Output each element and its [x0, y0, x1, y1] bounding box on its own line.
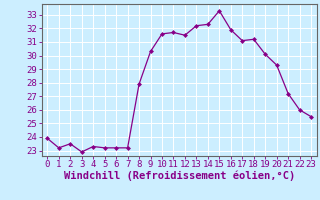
X-axis label: Windchill (Refroidissement éolien,°C): Windchill (Refroidissement éolien,°C) [64, 171, 295, 181]
